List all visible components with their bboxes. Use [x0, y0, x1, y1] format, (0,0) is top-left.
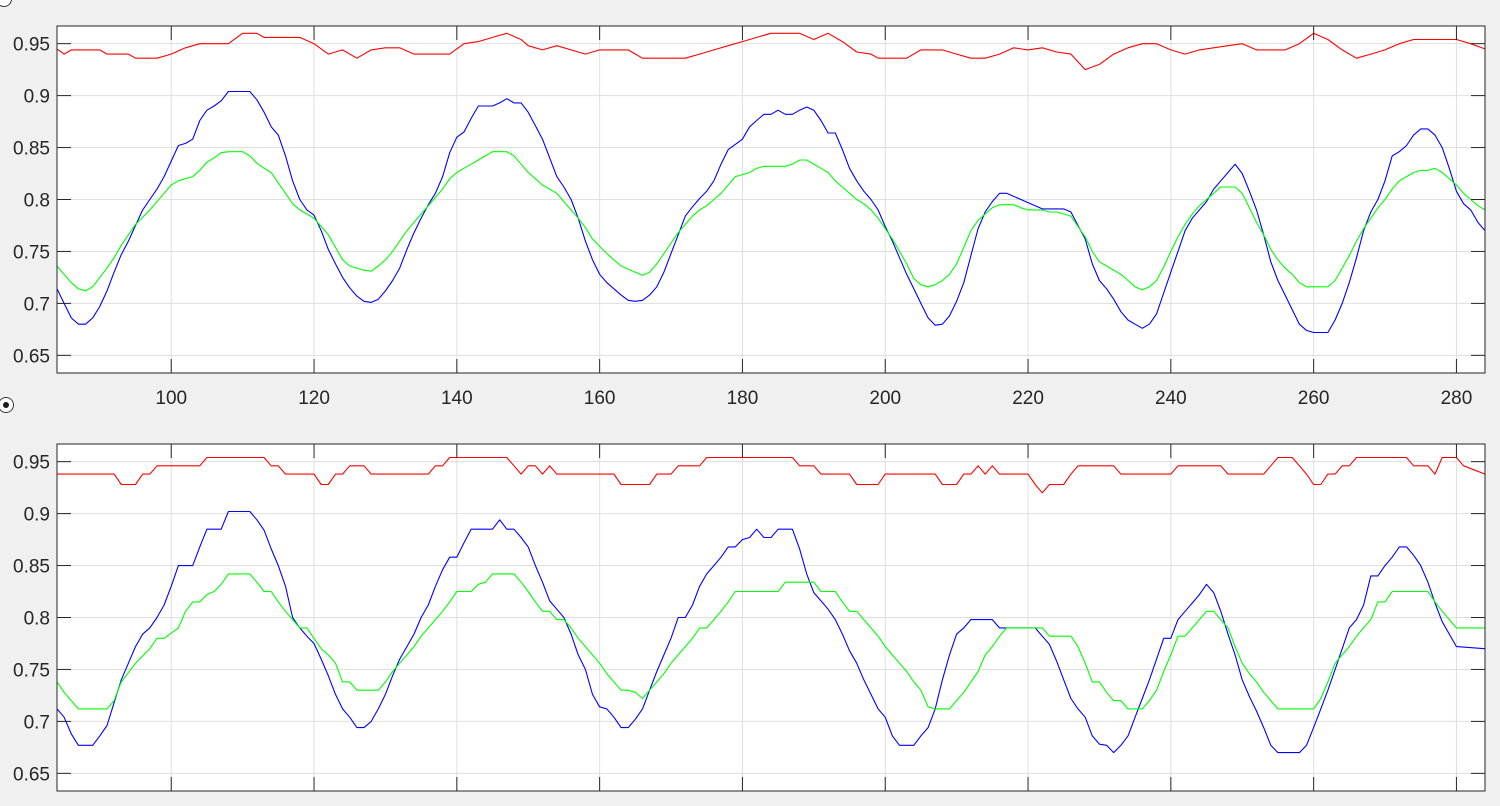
axes-1: 0.65 0.7 0.75 0.8 0.85 0.9 0.95 100 120 140 160 180… — [13, 25, 1486, 409]
y-tick-label: 0.8 — [24, 609, 50, 630]
series-line-3 — [57, 573, 1485, 710]
x-tick-label: 140 — [441, 388, 473, 409]
axes-frame — [56, 443, 1486, 792]
y-tick-label: 0.65 — [13, 346, 50, 367]
y-tick-label: 0.75 — [13, 660, 50, 681]
y-tick-label: 0.85 — [13, 139, 50, 160]
x-tick-label: 240 — [1155, 388, 1187, 409]
series-group — [57, 456, 1485, 754]
y-tick-label: 0.85 — [13, 557, 50, 578]
axes-frame — [56, 25, 1486, 374]
y-tick-label: 0.8 — [24, 191, 50, 212]
y-tick-label: 0.7 — [24, 294, 50, 315]
axis-2-select-radio[interactable] — [0, 397, 14, 413]
x-tick-label: 100 — [155, 388, 187, 409]
x-tick-label: 260 — [1298, 388, 1330, 409]
series-line-3 — [57, 151, 1485, 292]
x-tick-label: 220 — [1012, 388, 1044, 409]
series-line-2 — [57, 90, 1485, 334]
x-tick-label: 180 — [727, 388, 759, 409]
axes-2: 0.65 0.7 0.75 0.8 0.85 0.9 0.95 — [13, 443, 1486, 792]
series-line-1 — [57, 32, 1485, 71]
y-tick-label: 0.95 — [13, 35, 50, 56]
y-tick-label: 0.7 — [24, 712, 50, 733]
x-tick-label: 120 — [298, 388, 330, 409]
y-tick-label: 0.65 — [13, 764, 50, 785]
y-tick-label: 0.75 — [13, 242, 50, 263]
x-tick-label: 280 — [1441, 388, 1473, 409]
x-tick-label: 160 — [584, 388, 616, 409]
x-tick-label: 200 — [869, 388, 901, 409]
y-tick-label: 0.95 — [13, 453, 50, 474]
series-group — [57, 32, 1485, 334]
axis-2-select-dot — [3, 402, 9, 408]
series-line-2 — [57, 510, 1485, 754]
y-tick-label: 0.9 — [24, 87, 50, 108]
y-tick-label: 0.9 — [24, 505, 50, 526]
series-line-1 — [57, 456, 1485, 494]
